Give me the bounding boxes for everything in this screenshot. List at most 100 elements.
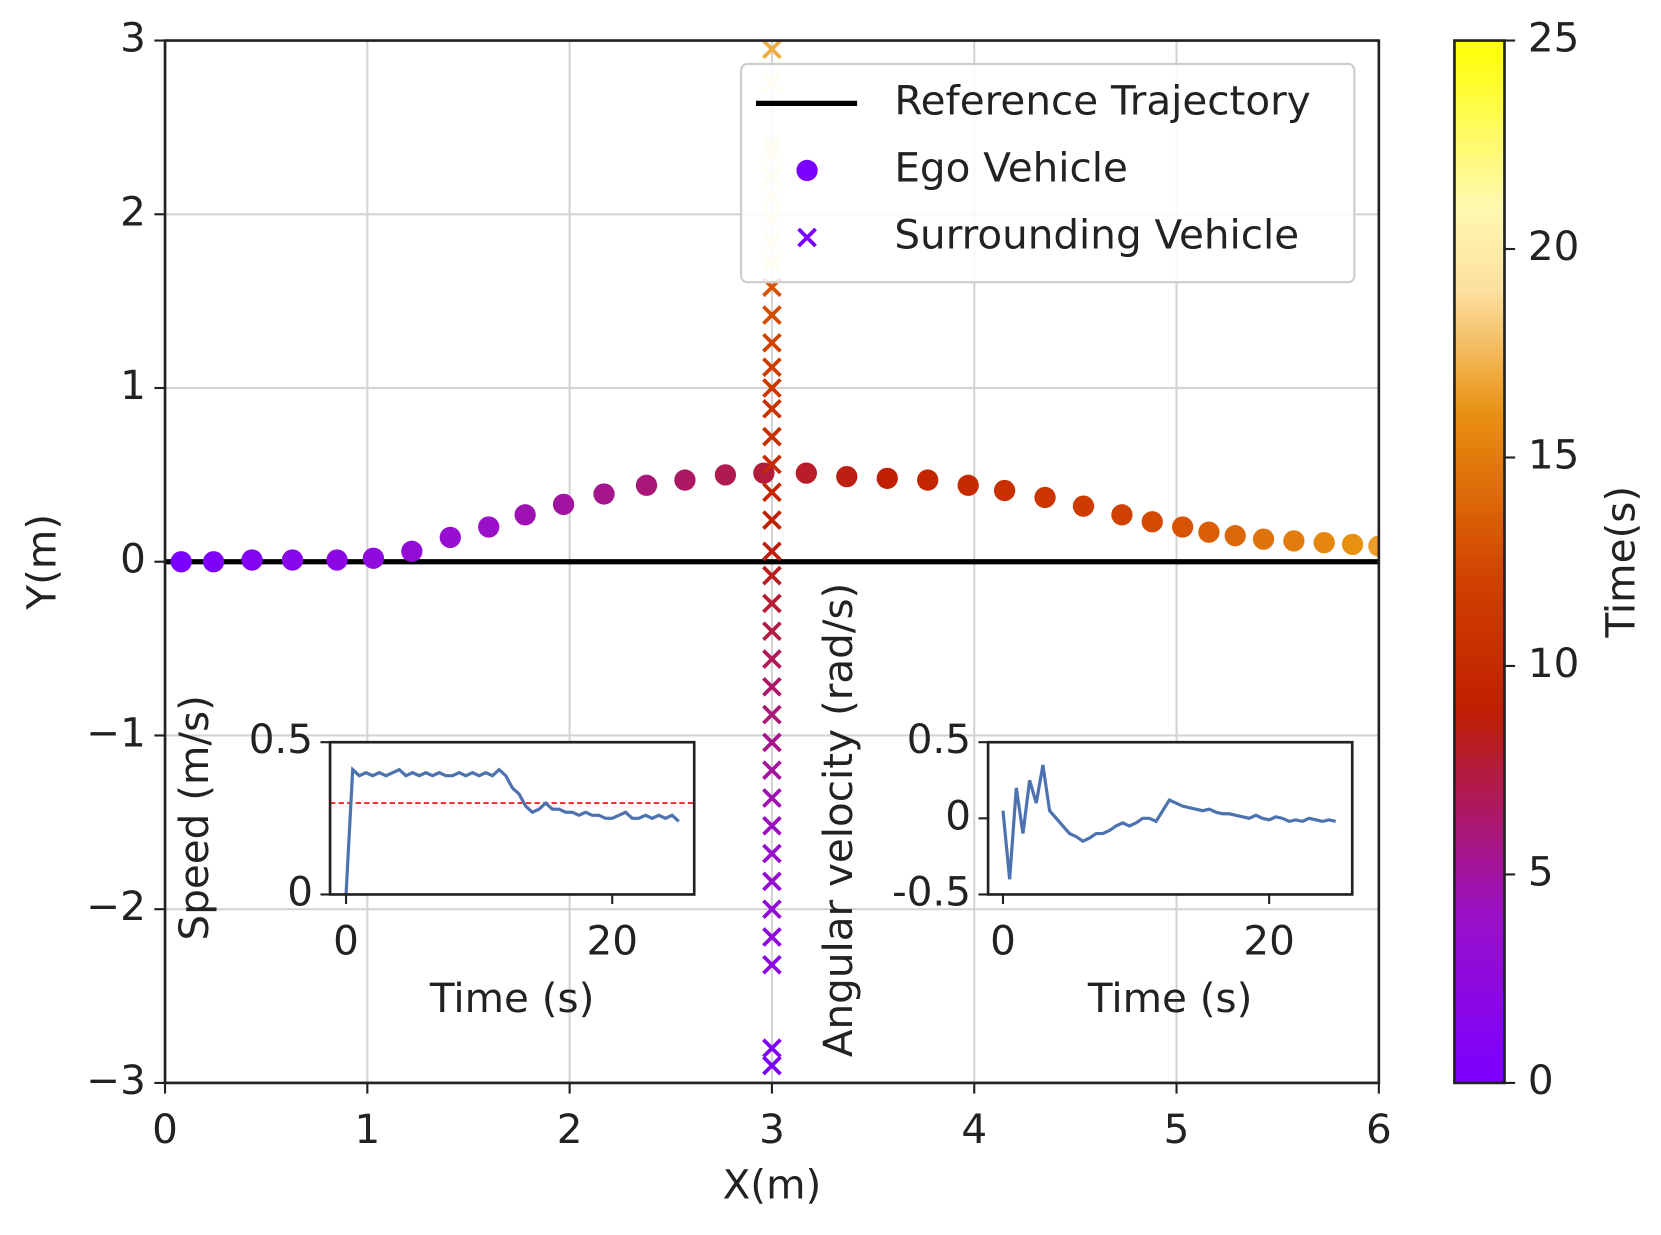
ego-point [281, 549, 304, 571]
ego-point [1198, 521, 1220, 543]
surrounding-point [762, 704, 782, 725]
colorbar-tick-label: 15 [1528, 430, 1579, 478]
surrounding-point [762, 843, 782, 864]
y-tick-label: −2 [86, 882, 146, 930]
x-tick-label: 0 [333, 916, 359, 964]
x-tick-label: 1 [354, 1105, 380, 1153]
ego-point [1141, 511, 1163, 533]
inset-background [988, 742, 1353, 895]
ego-point [552, 493, 575, 516]
ego-point [917, 469, 939, 491]
surrounding-point [762, 332, 782, 353]
x-tick-label: 4 [961, 1105, 987, 1153]
surrounding-point [762, 954, 782, 975]
legend-label: Ego Vehicle [894, 143, 1128, 191]
surrounding-point [762, 649, 782, 669]
legend-box [739, 62, 1356, 284]
y-tick-label: 3 [120, 14, 146, 62]
surrounding-point [762, 305, 782, 325]
surrounding-point [762, 565, 782, 586]
ego-point [326, 549, 348, 571]
ego-point [957, 474, 979, 496]
surrounding-point [762, 1038, 782, 1059]
y-tick-label: 2 [120, 187, 146, 235]
ego-point [1252, 528, 1275, 550]
y-tick-label: 1 [120, 361, 146, 409]
legend-swatch [797, 227, 817, 248]
colorbar-label: Time(s) [1597, 486, 1645, 639]
inset-frame [328, 740, 696, 896]
legend-label: Surrounding Vehicle [894, 211, 1299, 259]
y-tick-label: −1 [86, 708, 146, 756]
ego-point [241, 549, 263, 571]
x-tick-label: 20 [1243, 916, 1294, 964]
ego-point [1368, 535, 1379, 557]
x-axis-label: X(m) [723, 1160, 822, 1208]
x-tick-label: 6 [1366, 1105, 1392, 1153]
ego-point [1341, 533, 1364, 556]
y-tick-label: -0.5 [892, 867, 971, 915]
x-tick-label: 0 [990, 916, 1016, 964]
ego-point [993, 479, 1016, 502]
surrounding-point [762, 426, 782, 447]
surrounding-point [762, 899, 782, 920]
y-tick-label: −3 [86, 1056, 146, 1104]
surrounding-point [762, 510, 782, 530]
colorbar-tick-label: 0 [1528, 1056, 1554, 1104]
ego-point [1034, 486, 1056, 509]
ego-point [593, 483, 615, 505]
legend-label: Reference Trajectory [894, 76, 1310, 124]
surrounding-point [762, 454, 782, 475]
surrounding-point [762, 788, 782, 808]
ego-point [635, 474, 658, 496]
surrounding-point [762, 760, 782, 781]
ego-point [1072, 495, 1095, 517]
surrounding-point [762, 927, 782, 947]
surrounding-point [762, 1055, 782, 1076]
ego-point [1111, 504, 1133, 526]
x-tick-label: 3 [759, 1105, 785, 1153]
inset-line [1001, 764, 1337, 880]
x-tick-label: 2 [557, 1105, 583, 1153]
surrounding-point [762, 541, 782, 562]
colorbar-tick-label: 10 [1528, 639, 1579, 687]
surrounding-point [762, 40, 782, 60]
surrounding-point [762, 378, 782, 398]
y-tick-label: 0.5 [249, 715, 313, 763]
ego-point [1283, 530, 1305, 552]
x-axis-label: Time (s) [1087, 974, 1253, 1022]
inset-line [344, 766, 680, 895]
x-tick-label: 0 [152, 1105, 178, 1153]
surrounding-point [762, 815, 782, 836]
ego-point [514, 504, 536, 526]
legend-swatch [796, 159, 818, 182]
surrounding-point [762, 871, 782, 892]
x-tick-label: 20 [586, 916, 637, 964]
y-tick-label: 0 [945, 791, 971, 839]
surrounding-point [762, 593, 782, 614]
x-axis-label: Time (s) [429, 974, 594, 1022]
axes-frame [163, 39, 1381, 1085]
colorbar-tick-label: 20 [1528, 222, 1579, 270]
ego-point [401, 540, 423, 562]
ego-point [876, 467, 898, 489]
colorbar [1453, 39, 1506, 1085]
surrounding-point [762, 676, 782, 697]
surrounding-point [762, 732, 782, 753]
ego-point [795, 462, 817, 484]
ego-point [478, 516, 500, 538]
ego-point [836, 465, 858, 488]
ego-point [170, 551, 192, 573]
y-axis-label: Y(m) [18, 514, 66, 611]
colorbar-tick-label: 25 [1528, 14, 1579, 62]
ego-point [1313, 531, 1335, 554]
y-axis-label: Speed (m/s) [170, 695, 218, 940]
y-tick-label: 0 [120, 535, 146, 583]
colorbar-tick-label: 5 [1528, 847, 1554, 895]
ego-point [674, 469, 696, 491]
surrounding-point [762, 621, 782, 642]
surrounding-point [762, 482, 782, 503]
ego-point [439, 526, 461, 549]
